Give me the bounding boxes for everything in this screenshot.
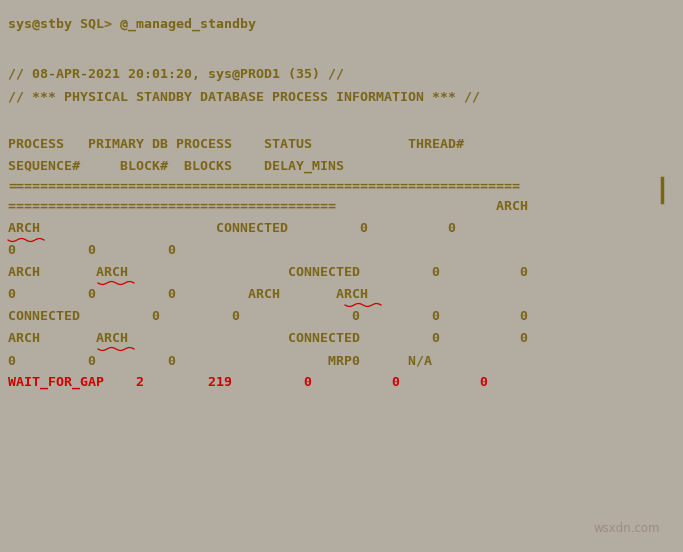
- Text: WAIT_FOR_GAP    2        219         0          0          0: WAIT_FOR_GAP 2 219 0 0 0: [8, 376, 488, 389]
- Text: ARCH       ARCH                    CONNECTED         0          0: ARCH ARCH CONNECTED 0 0: [8, 332, 528, 345]
- Text: =========================================                    ARCH: ========================================…: [8, 200, 528, 213]
- Text: // 08-APR-2021 20:01:20, sys@PROD1 (35) //: // 08-APR-2021 20:01:20, sys@PROD1 (35) …: [8, 68, 344, 81]
- Text: CONNECTED         0         0              0         0          0: CONNECTED 0 0 0 0 0: [8, 310, 528, 323]
- Text: SEQUENCE#     BLOCK#  BLOCKS    DELAY_MINS: SEQUENCE# BLOCK# BLOCKS DELAY_MINS: [8, 160, 344, 173]
- Text: ================================================================: ========================================…: [8, 180, 520, 193]
- Text: wsxdn.com: wsxdn.com: [594, 522, 660, 535]
- Text: ARCH                      CONNECTED         0          0: ARCH CONNECTED 0 0: [8, 222, 456, 235]
- Text: 0         0         0                   MRP0      N/A: 0 0 0 MRP0 N/A: [8, 354, 432, 367]
- Text: // *** PHYSICAL STANDBY DATABASE PROCESS INFORMATION *** //: // *** PHYSICAL STANDBY DATABASE PROCESS…: [8, 90, 480, 103]
- Text: ARCH       ARCH                    CONNECTED         0          0: ARCH ARCH CONNECTED 0 0: [8, 266, 528, 279]
- Text: 0         0         0: 0 0 0: [8, 244, 176, 257]
- Text: 0         0         0         ARCH       ARCH: 0 0 0 ARCH ARCH: [8, 288, 368, 301]
- Text: sys@stby SQL> @_managed_standby: sys@stby SQL> @_managed_standby: [8, 18, 256, 31]
- Text: PROCESS   PRIMARY DB PROCESS    STATUS            THREAD#: PROCESS PRIMARY DB PROCESS STATUS THREAD…: [8, 138, 464, 151]
